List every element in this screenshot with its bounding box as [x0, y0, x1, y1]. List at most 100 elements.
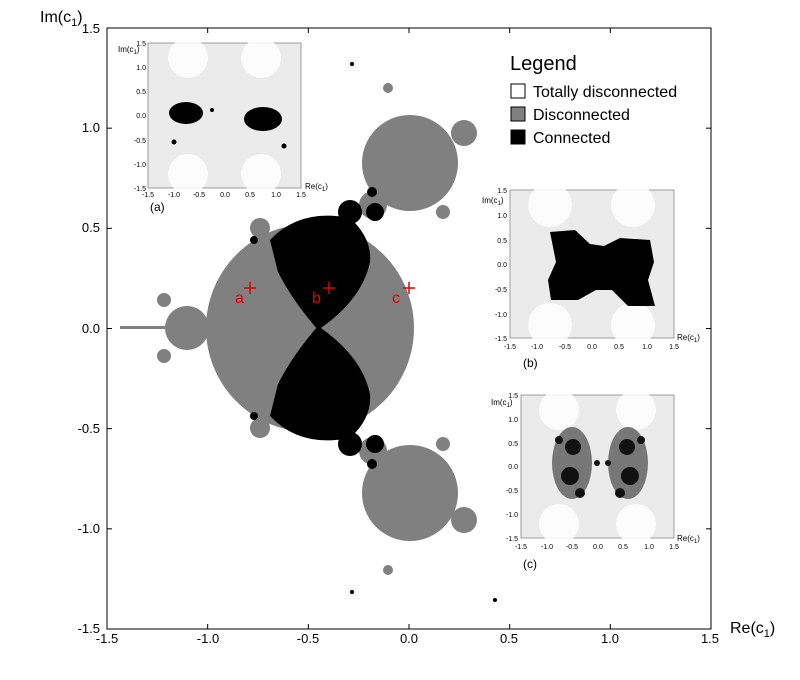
- svg-text:1.0: 1.0: [642, 344, 652, 351]
- x-tick-label: 1.0: [601, 631, 619, 646]
- svg-text:1.0: 1.0: [497, 213, 507, 220]
- sample-points: a b c: [235, 282, 415, 307]
- x-tick-label: -0.5: [297, 631, 319, 646]
- svg-text:1.5: 1.5: [669, 344, 679, 351]
- svg-text:-0.5: -0.5: [506, 488, 518, 495]
- x-tick-label: 0.5: [500, 631, 518, 646]
- svg-text:-1.0: -1.0: [541, 544, 553, 551]
- svg-text:0.5: 0.5: [245, 192, 255, 199]
- inset-a-background-pattern: [168, 38, 281, 194]
- legend-entry-totally-disconnected: Totally disconnected: [533, 84, 677, 101]
- svg-text:-1.0: -1.0: [134, 162, 146, 169]
- y-tick-label: 0.0: [82, 321, 100, 336]
- x-tick-labels: -1.5 -1.0 -0.5 0.0 0.5 1.0 1.5: [96, 631, 719, 646]
- inset-c-background-pattern: [539, 390, 656, 544]
- inset-b: Im(c1) Re(c1) (b) -1.5 -1.0 -0.5 0.0 0.5…: [482, 183, 700, 370]
- y-axis-label: Im(c1): [40, 9, 83, 29]
- legend-swatch-connected: [510, 129, 526, 145]
- inset-c-set: [552, 427, 648, 499]
- legend-entry-connected: Connected: [533, 130, 610, 147]
- svg-text:-0.5: -0.5: [193, 192, 205, 199]
- inset-b-ylabel: Im(c1): [482, 196, 504, 207]
- inset-c-x-ticks: -1.5 -1.0 -0.5 0.0 0.5 1.0 1.5: [515, 544, 679, 551]
- legend-entry-disconnected: Disconnected: [533, 107, 630, 124]
- inset-a-xlabel: Re(c1): [305, 182, 328, 193]
- connected-region: [250, 62, 497, 602]
- svg-text:1.5: 1.5: [136, 41, 146, 48]
- svg-text:0.0: 0.0: [220, 192, 230, 199]
- svg-text:0.0: 0.0: [497, 262, 507, 269]
- point-c: c: [392, 282, 415, 307]
- x-tick-label: -1.5: [96, 631, 118, 646]
- inset-b-background-pattern: [528, 183, 655, 347]
- svg-text:0.5: 0.5: [508, 441, 518, 448]
- y-tick-label: -1.0: [78, 521, 100, 536]
- x-axis-label: Re(c1): [730, 620, 775, 640]
- inset-c-ylabel: Im(c1): [491, 398, 513, 409]
- svg-text:0.0: 0.0: [136, 113, 146, 120]
- svg-text:0.0: 0.0: [593, 544, 603, 551]
- svg-text:1.0: 1.0: [508, 417, 518, 424]
- y-tick-label: 1.0: [82, 120, 100, 135]
- svg-text:1.0: 1.0: [136, 65, 146, 72]
- inset-a-ylabel: Im(c1): [118, 45, 140, 56]
- legend: Legend Totally disconnected Disconnected…: [510, 53, 677, 147]
- inset-a: Im(c1) Re(c1) (a) -1.5 -1.0 -0.5 0.0 0.5…: [118, 38, 328, 214]
- y-tick-marks: [107, 27, 711, 630]
- y-tick-label: -0.5: [78, 421, 100, 436]
- svg-text:-0.5: -0.5: [559, 344, 571, 351]
- svg-text:1.0: 1.0: [271, 192, 281, 199]
- svg-text:-0.5: -0.5: [495, 287, 507, 294]
- svg-text:1.5: 1.5: [508, 393, 518, 400]
- inset-a-connected-set: [169, 102, 287, 149]
- inset-b-x-ticks: -1.5 -1.0 -0.5 0.0 0.5 1.0 1.5: [504, 344, 679, 351]
- y-tick-label: 1.5: [82, 21, 100, 36]
- svg-text:1.0: 1.0: [644, 544, 654, 551]
- svg-text:-1.0: -1.0: [495, 312, 507, 319]
- point-a-label: a: [235, 290, 244, 307]
- svg-text:1.5: 1.5: [296, 192, 306, 199]
- svg-text:0.0: 0.0: [587, 344, 597, 351]
- inset-a-y-ticks: 1.5 1.0 0.5 0.0 -0.5 -1.0 -1.5: [134, 41, 146, 193]
- inset-a-x-ticks: -1.5 -1.0 -0.5 0.0 0.5 1.0 1.5: [142, 192, 306, 199]
- svg-text:-1.5: -1.5: [134, 186, 146, 193]
- y-tick-label: 0.5: [82, 220, 100, 235]
- svg-text:-1.5: -1.5: [506, 536, 518, 543]
- svg-text:0.0: 0.0: [508, 464, 518, 471]
- inset-c-panel-label: (c): [523, 557, 537, 571]
- svg-text:-1.5: -1.5: [515, 544, 527, 551]
- inset-b-xlabel: Re(c1): [677, 333, 700, 344]
- point-a: a: [235, 282, 256, 307]
- inset-c-xlabel: Re(c1): [677, 534, 700, 545]
- inset-c: Im(c1) Re(c1) (c) -1.5 -1.0 -0.5 0.0 0.5…: [491, 390, 700, 571]
- svg-text:1.5: 1.5: [497, 188, 507, 195]
- svg-text:-1.5: -1.5: [504, 344, 516, 351]
- svg-text:0.5: 0.5: [614, 344, 624, 351]
- svg-text:-1.0: -1.0: [168, 192, 180, 199]
- parameter-set: [120, 62, 497, 602]
- x-tick-label: 0.0: [400, 631, 418, 646]
- svg-text:-1.5: -1.5: [142, 192, 154, 199]
- svg-text:-1.0: -1.0: [506, 512, 518, 519]
- inset-b-connected-set: [548, 230, 655, 306]
- svg-text:1.5: 1.5: [669, 544, 679, 551]
- y-tick-labels: 1.5 1.0 0.5 0.0 -0.5 -1.0 -1.5: [78, 21, 100, 636]
- inset-c-y-ticks: 1.5 1.0 0.5 0.0 -0.5 -1.0 -1.5: [506, 393, 518, 543]
- svg-text:0.5: 0.5: [618, 544, 628, 551]
- point-c-label: c: [392, 290, 400, 307]
- svg-text:0.5: 0.5: [136, 89, 146, 96]
- legend-title: Legend: [510, 53, 577, 75]
- svg-text:-0.5: -0.5: [134, 138, 146, 145]
- point-b: b: [312, 282, 335, 307]
- inset-b-panel-label: (b): [523, 356, 538, 370]
- x-tick-label: -1.0: [197, 631, 219, 646]
- point-b-label: b: [312, 290, 321, 307]
- svg-text:-1.5: -1.5: [495, 336, 507, 343]
- svg-text:0.5: 0.5: [497, 238, 507, 245]
- legend-swatch-totally-disconnected: [510, 83, 526, 99]
- inset-a-panel-label: (a): [150, 200, 165, 214]
- y-tick-label: -1.5: [78, 621, 100, 636]
- inset-b-y-ticks: 1.5 1.0 0.5 0.0 -0.5 -1.0 -1.5: [495, 188, 507, 343]
- svg-text:-1.0: -1.0: [531, 344, 543, 351]
